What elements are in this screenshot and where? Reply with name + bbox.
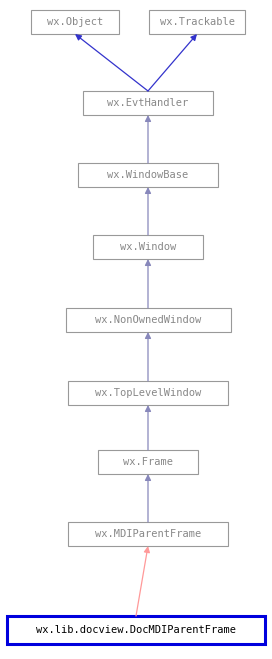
- Bar: [83, 91, 213, 115]
- Text: wx.Object: wx.Object: [47, 17, 103, 27]
- Text: wx.Frame: wx.Frame: [123, 457, 173, 467]
- Bar: [98, 450, 198, 474]
- Text: wx.lib.docview.DocMDIParentFrame: wx.lib.docview.DocMDIParentFrame: [36, 625, 236, 635]
- Text: wx.EvtHandler: wx.EvtHandler: [107, 98, 188, 108]
- Bar: [149, 10, 245, 34]
- Text: wx.Window: wx.Window: [120, 242, 176, 252]
- Text: wx.NonOwnedWindow: wx.NonOwnedWindow: [95, 315, 201, 325]
- Bar: [68, 522, 228, 546]
- Text: wx.WindowBase: wx.WindowBase: [107, 170, 188, 180]
- Bar: [7, 616, 265, 644]
- Text: wx.MDIParentFrame: wx.MDIParentFrame: [95, 529, 201, 539]
- Bar: [68, 381, 228, 405]
- Bar: [31, 10, 119, 34]
- Bar: [78, 163, 218, 187]
- Text: wx.TopLevelWindow: wx.TopLevelWindow: [95, 388, 201, 398]
- Text: wx.Trackable: wx.Trackable: [159, 17, 234, 27]
- Bar: [93, 235, 203, 259]
- Bar: [66, 308, 230, 332]
